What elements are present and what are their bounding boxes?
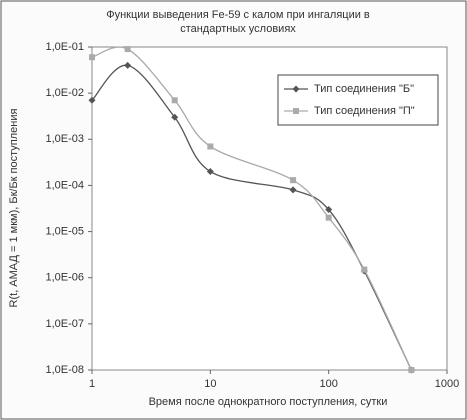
legend-label: Тип соединения "П" bbox=[314, 105, 415, 117]
legend-marker bbox=[292, 85, 300, 93]
x-axis-label: Время после однократного поступления, су… bbox=[149, 396, 388, 408]
chart-title: стандартных условиях bbox=[180, 23, 296, 35]
legend-marker bbox=[293, 108, 299, 114]
data-point bbox=[88, 96, 96, 104]
y-tick-label: 1,0E-05 bbox=[45, 225, 84, 237]
y-tick-label: 1,0E-07 bbox=[45, 318, 84, 330]
data-point bbox=[171, 97, 178, 104]
x-tick-label: 10 bbox=[204, 378, 216, 390]
data-point bbox=[171, 113, 179, 121]
y-tick-label: 1,0E-02 bbox=[45, 87, 84, 99]
data-point bbox=[361, 266, 368, 273]
legend-label: Тип соединения "Б" bbox=[314, 83, 414, 95]
data-point bbox=[124, 46, 131, 53]
y-tick-label: 1,0E-01 bbox=[45, 41, 84, 53]
data-point bbox=[325, 206, 333, 214]
x-tick-label: 100 bbox=[319, 378, 337, 390]
data-point bbox=[290, 177, 297, 184]
data-point bbox=[325, 214, 332, 221]
data-point bbox=[206, 168, 214, 176]
y-tick-label: 1,0E-08 bbox=[45, 364, 84, 376]
data-point bbox=[408, 367, 415, 373]
data-point bbox=[207, 143, 214, 150]
y-tick-label: 1,0E-06 bbox=[45, 272, 84, 284]
y-tick-label: 1,0E-04 bbox=[45, 179, 84, 191]
x-tick-label: 1 bbox=[89, 378, 95, 390]
chart-title: Функции выведения Fe-59 с калом при инга… bbox=[106, 9, 370, 21]
data-point bbox=[124, 61, 132, 69]
y-tick-label: 1,0E-03 bbox=[45, 133, 84, 145]
legend-box bbox=[277, 74, 439, 126]
data-point bbox=[89, 54, 95, 61]
data-point bbox=[289, 186, 297, 194]
x-tick-label: 1000 bbox=[435, 378, 459, 390]
y-axis-label: R(t, АМАД = 1 мкм), Бк/Бк поступления bbox=[8, 108, 20, 307]
